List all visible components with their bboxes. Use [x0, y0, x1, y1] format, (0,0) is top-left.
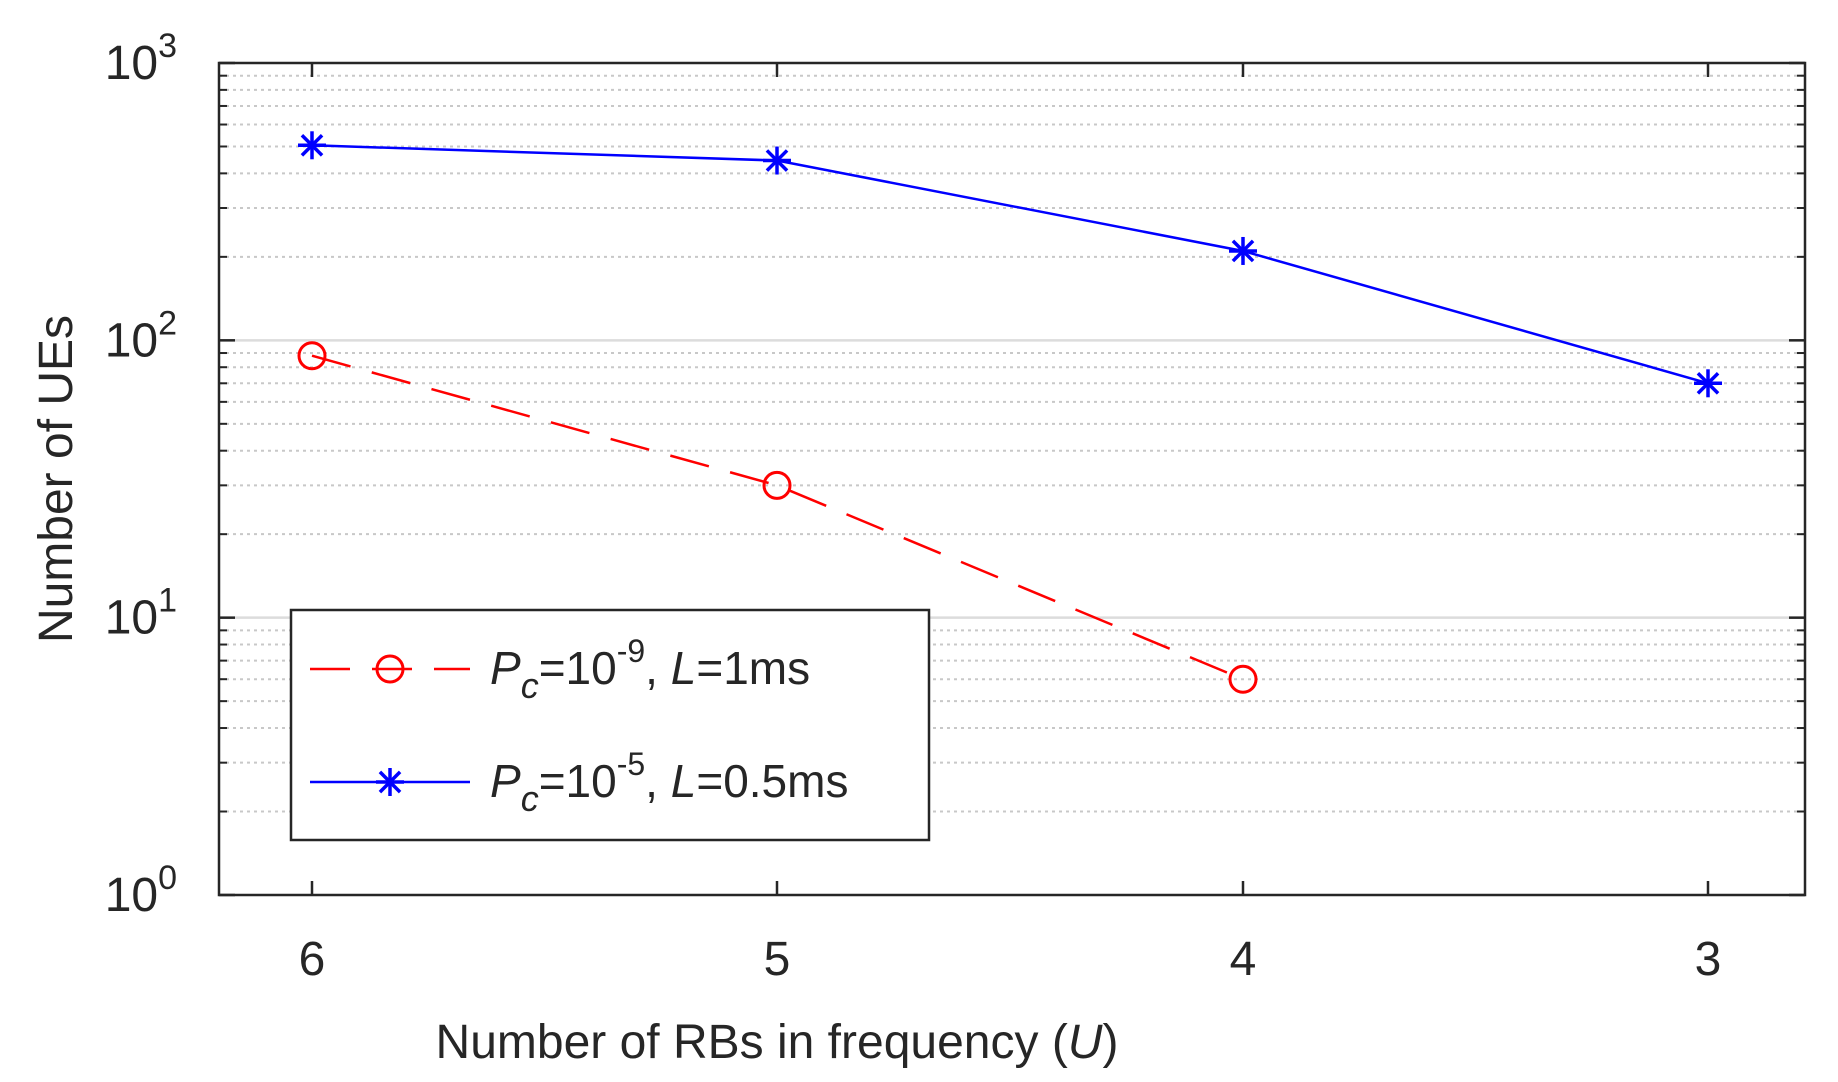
- legend-entry-0-label: Pc=10-9, L=1ms: [490, 633, 810, 706]
- axis-ticks: [219, 61, 1805, 897]
- data-point-asterisk: [298, 131, 326, 160]
- y-tick-label: 100: [105, 859, 177, 922]
- asterisk-stroke: [1231, 239, 1255, 263]
- asterisk-stroke: [300, 133, 324, 157]
- legend-entry-1-label: Pc=10-5, L=0.5ms: [490, 746, 848, 819]
- legend: Pc=10-9, L=1ms Pc=10-5, L=0.5ms: [289, 608, 931, 842]
- data-point-circle: [297, 341, 327, 371]
- series-layer: [297, 131, 1722, 694]
- y-tick-labels: 100 101 102 103: [105, 27, 177, 922]
- y-tick-label: 102: [105, 304, 177, 367]
- y-axis-label: Number of UEs: [30, 315, 83, 643]
- data-point-circle: [1228, 664, 1258, 694]
- x-tick-label: 6: [299, 933, 326, 986]
- x-tick-label: 3: [1695, 933, 1722, 986]
- series-line-0: [311, 354, 1244, 681]
- data-point-asterisk: [376, 768, 404, 796]
- x-tick-labels: 6 5 4 3: [299, 933, 1722, 986]
- data-point-circle: [375, 654, 405, 684]
- asterisk-stroke: [378, 770, 402, 794]
- asterisk-stroke: [1696, 371, 1720, 395]
- data-point-circle: [762, 470, 792, 500]
- series-line-1: [311, 144, 1709, 385]
- legend-box: [289, 608, 931, 842]
- data-point-asterisk: [763, 146, 791, 175]
- x-tick-label: 4: [1230, 933, 1257, 986]
- data-point-asterisk: [1694, 369, 1722, 398]
- x-axis-label: Number of RBs in frequency (U): [436, 1016, 1119, 1069]
- y-tick-label: 103: [105, 27, 177, 90]
- y-tick-label: 101: [105, 582, 177, 645]
- x-tick-label: 5: [764, 933, 791, 986]
- plot-frame: [217, 61, 1807, 897]
- data-point-asterisk: [1229, 236, 1257, 265]
- asterisk-stroke: [765, 149, 789, 172]
